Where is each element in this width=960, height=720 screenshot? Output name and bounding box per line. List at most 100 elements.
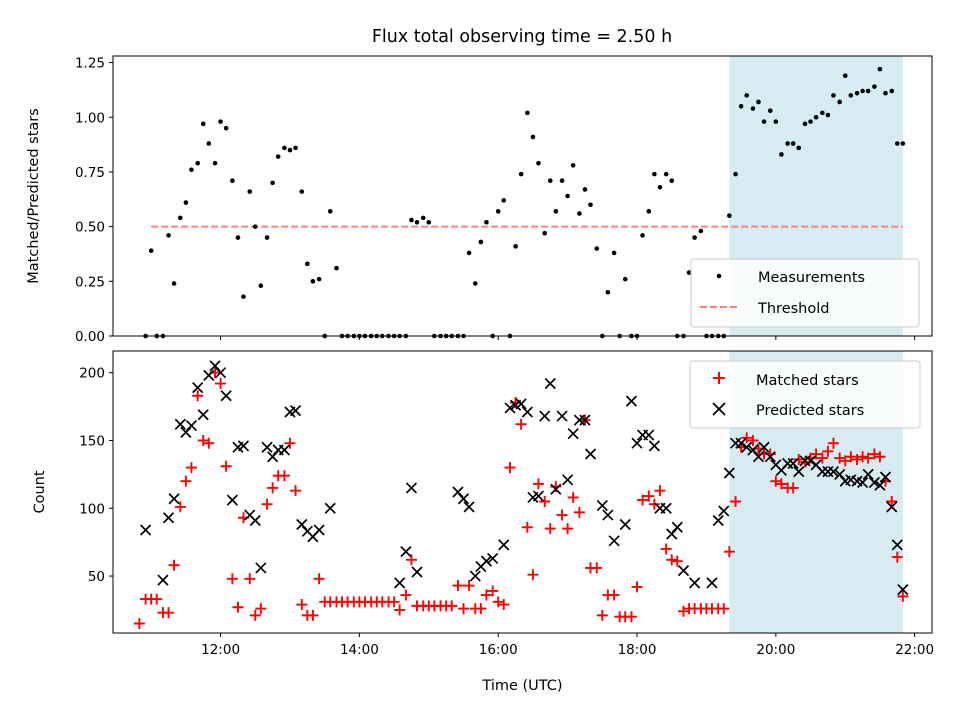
- measurement-point: [854, 90, 860, 96]
- measurement-point: [894, 141, 900, 146]
- matched-star-point: [648, 498, 660, 510]
- matched-star-point: [608, 589, 620, 601]
- matched-star-point: [868, 448, 880, 460]
- y-tick-label: 150: [79, 433, 105, 449]
- measurement-point: [767, 108, 773, 113]
- matched-star-point: [770, 475, 782, 487]
- bottom-legend-box: [689, 360, 921, 429]
- predicted-star-point: [764, 451, 776, 463]
- matched-star-point: [862, 452, 874, 464]
- measurement-point: [698, 228, 704, 234]
- matched-star-point: [492, 596, 504, 608]
- predicted-star-point: [689, 577, 701, 589]
- matched-star-point: [567, 491, 579, 503]
- matched-star-point: [163, 607, 175, 619]
- measurement-point: [750, 106, 756, 111]
- measurement-point: [241, 294, 246, 299]
- predicted-star-point: [741, 441, 753, 453]
- measurement-point: [773, 119, 779, 124]
- predicted-star-point: [752, 451, 765, 463]
- x-tick-label: 20:00: [756, 642, 795, 658]
- predicted-star-point: [521, 406, 533, 418]
- predicted-star-point: [220, 390, 232, 402]
- matched-star-point: [487, 585, 499, 597]
- legend-matched-label: Matched stars: [756, 373, 859, 389]
- measurement-point: [536, 160, 541, 166]
- measurement-point: [414, 219, 420, 225]
- predicted-star-point: [168, 493, 180, 505]
- predicted-star-point: [289, 405, 302, 417]
- measurement-point: [611, 250, 617, 256]
- matched-star-point: [226, 573, 238, 585]
- matched-star-point: [290, 485, 302, 497]
- measurement-point: [473, 281, 478, 286]
- matched-star-point: [394, 604, 406, 616]
- predicted-star-point: [255, 562, 267, 574]
- predicted-star-point: [498, 539, 510, 551]
- matched-star-point: [133, 618, 145, 630]
- measurement-point: [299, 189, 305, 194]
- measurement-point: [230, 178, 235, 183]
- measurement-point: [264, 235, 270, 240]
- measurement-point: [756, 99, 761, 105]
- matched-star-point: [666, 554, 678, 566]
- predicted-star-point: [180, 426, 192, 438]
- predicted-star-point: [411, 566, 423, 578]
- measurement-point: [466, 250, 472, 256]
- predicted-star-point: [584, 448, 597, 460]
- measurement-point: [258, 283, 264, 288]
- predicted-star-point: [804, 455, 817, 467]
- matched-star-point: [730, 495, 742, 507]
- measurement-point: [727, 213, 732, 218]
- predicted-star-point: [879, 471, 892, 483]
- figure-title: Flux total observing time = 2.50 h: [372, 27, 672, 47]
- predicted-star-point: [469, 570, 481, 582]
- predicted-star-point: [671, 521, 683, 533]
- matched-star-point: [249, 609, 261, 621]
- bottom-panel: 50 100 150 200 12:00 14:00 16:00 18:00 20:00 22:…: [32, 350, 934, 694]
- matched-star-point: [834, 452, 846, 464]
- predicted-star-point: [504, 402, 516, 414]
- measurement-point: [865, 88, 871, 94]
- matched-star-point: [631, 581, 643, 593]
- measurement-point: [831, 93, 836, 98]
- matched-star-point: [527, 569, 539, 581]
- bottom-x-ticks: 12:00 14:00 16:00 18:00 20:00 22:00: [201, 633, 934, 658]
- legend-predicted-label: Predicted stars: [756, 403, 864, 419]
- predicted-star-point: [643, 429, 655, 441]
- measurement-point: [478, 239, 484, 245]
- predicted-star-point: [394, 577, 406, 589]
- measurement-point: [872, 84, 877, 89]
- predicted-star-point: [539, 410, 551, 422]
- matched-star-point: [544, 523, 556, 535]
- predicted-star-point: [214, 367, 227, 379]
- predicted-star-point: [532, 490, 545, 502]
- matched-star-point: [562, 523, 574, 535]
- y-tick-label: 1.25: [75, 56, 105, 72]
- measurement-point: [305, 261, 310, 267]
- matched-star-point: [475, 603, 487, 615]
- measurement-point: [877, 66, 883, 72]
- measurement-point: [270, 180, 275, 186]
- measurement-point: [166, 233, 171, 238]
- measurement-point: [848, 93, 854, 98]
- predicted-star-point: [515, 398, 527, 410]
- predicted-star-point: [712, 514, 724, 527]
- matched-star-point: [405, 554, 417, 566]
- matched-star-point: [573, 506, 585, 518]
- predicted-star-point: [862, 468, 874, 480]
- predicted-star-point: [567, 428, 579, 440]
- predicted-star-point: [706, 577, 718, 589]
- matched-star-point: [886, 495, 898, 507]
- matched-star-point: [845, 451, 857, 463]
- measurement-point: [206, 141, 212, 146]
- predicted-star-point: [296, 518, 308, 531]
- measurement-point: [518, 171, 524, 177]
- top-panel: 0.00 0.25 0.50 0.75 1.00 1.25 Matched/Predict…: [26, 55, 933, 345]
- predicted-star-point: [660, 502, 672, 514]
- legend-measurements-label: Measurements: [758, 270, 865, 286]
- matched-star-point: [678, 605, 690, 617]
- matched-star-point: [539, 495, 551, 507]
- predicted-star-point: [723, 467, 735, 479]
- x-tick-label: 12:00: [201, 642, 240, 658]
